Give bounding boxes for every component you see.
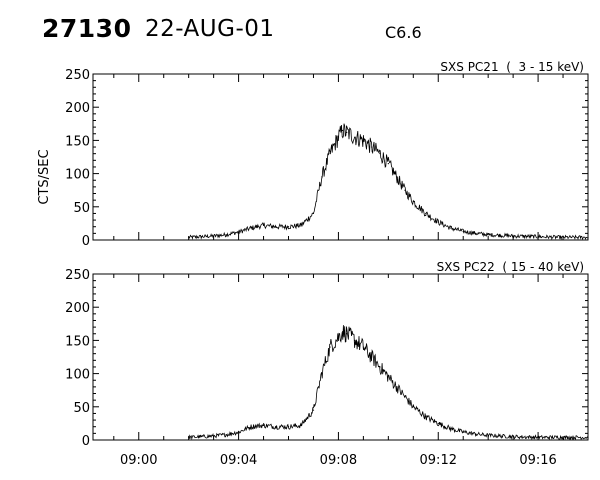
x-tick-label: 09:12 bbox=[420, 453, 457, 468]
x-tick-label: 09:16 bbox=[519, 453, 556, 468]
data-point bbox=[562, 236, 564, 238]
y-tick-label: 150 bbox=[65, 334, 90, 349]
plot-frame bbox=[92, 273, 589, 441]
y-tick-label: 100 bbox=[65, 368, 90, 383]
y-tick-label: 150 bbox=[65, 134, 90, 149]
data-point bbox=[437, 422, 439, 424]
panel-pc22: SXS PC22 ( 15 - 40 keV) 0 50 100 150 200 250 09… bbox=[65, 260, 589, 468]
y-tick-label: 250 bbox=[65, 268, 90, 283]
series-line bbox=[188, 325, 589, 441]
x-tick-label: 09:04 bbox=[220, 453, 257, 468]
data-point bbox=[312, 409, 315, 411]
event-id: 27130 bbox=[42, 14, 132, 43]
y-tick-label: 250 bbox=[65, 68, 90, 83]
x-tick-label: 09:00 bbox=[120, 453, 157, 468]
data-point bbox=[387, 163, 389, 165]
y-tick-label: 200 bbox=[65, 301, 90, 316]
data-point bbox=[562, 436, 564, 438]
panel-title: SXS PC22 ( 15 - 40 keV) bbox=[437, 260, 584, 274]
data-point bbox=[225, 234, 227, 236]
x-tick-label: 09:08 bbox=[320, 453, 357, 468]
y-tick-label: 0 bbox=[82, 234, 90, 249]
series-line bbox=[188, 123, 589, 241]
y-tick-label: 200 bbox=[65, 101, 90, 116]
panel-pc21: SXS PC21 ( 3 - 15 keV) 0 50 100 150 200 250 CTS… bbox=[37, 60, 589, 249]
event-date: 22-AUG-01 bbox=[145, 16, 275, 42]
y-tick-label: 0 bbox=[82, 434, 90, 449]
plot-frame bbox=[92, 73, 589, 241]
y-tick-label: 100 bbox=[65, 168, 90, 183]
y-tick-label: 50 bbox=[73, 401, 90, 416]
data-point bbox=[450, 227, 452, 229]
y-tick-label: 50 bbox=[73, 201, 90, 216]
data-point bbox=[287, 226, 290, 228]
flare-class: C6.6 bbox=[385, 23, 422, 42]
y-axis-label: CTS/SEC bbox=[37, 149, 52, 204]
data-point bbox=[341, 129, 344, 132]
panel-title: SXS PC21 ( 3 - 15 keV) bbox=[440, 60, 584, 74]
